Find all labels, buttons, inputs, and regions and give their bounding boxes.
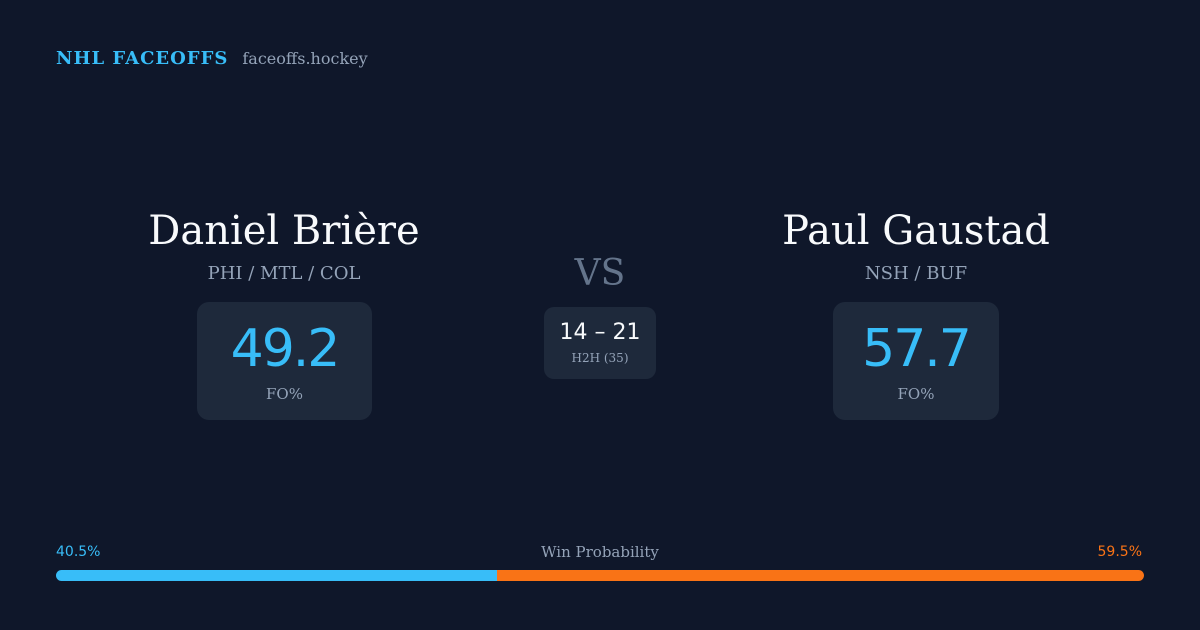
win-probability-bar [56, 570, 1144, 581]
head-to-head-score: 14 – 21 [559, 320, 641, 345]
player-right-faceoff-card: 57.7 FO% [833, 302, 999, 420]
player-left: Daniel Brière PHI / MTL / COL [104, 205, 464, 284]
win-probability-bar-right [496, 570, 1144, 581]
player-right-fo-value: 57.7 [862, 319, 972, 379]
brand-name[interactable]: NHL FACEOFFS [56, 48, 229, 69]
win-probability-left: 40.5% [56, 544, 101, 560]
player-left-fo-label: FO% [266, 385, 303, 403]
brand-header: NHL FACEOFFS faceoffs.hockey [56, 48, 368, 69]
player-left-name: Daniel Brière [148, 208, 420, 254]
versus-label: VS [574, 253, 626, 294]
head-to-head-label: H2H (35) [571, 351, 629, 365]
player-right-fo-label: FO% [897, 385, 935, 403]
win-probability-title: Win Probability [541, 543, 659, 561]
player-left-fo-value: 49.2 [230, 319, 341, 379]
player-right-teams: NSH / BUF [864, 263, 968, 284]
player-left-faceoff-card: 49.2 FO% [197, 302, 372, 420]
player-right-name: Paul Gaustad [782, 208, 1050, 254]
head-to-head-card: 14 – 21 H2H (35) [544, 307, 656, 379]
win-probability-bar-left [56, 570, 497, 581]
player-right: Paul Gaustad NSH / BUF [736, 205, 1096, 284]
brand-url[interactable]: faceoffs.hockey [242, 49, 368, 68]
win-probability-right: 59.5% [1097, 544, 1142, 560]
player-left-teams: PHI / MTL / COL [207, 263, 361, 284]
